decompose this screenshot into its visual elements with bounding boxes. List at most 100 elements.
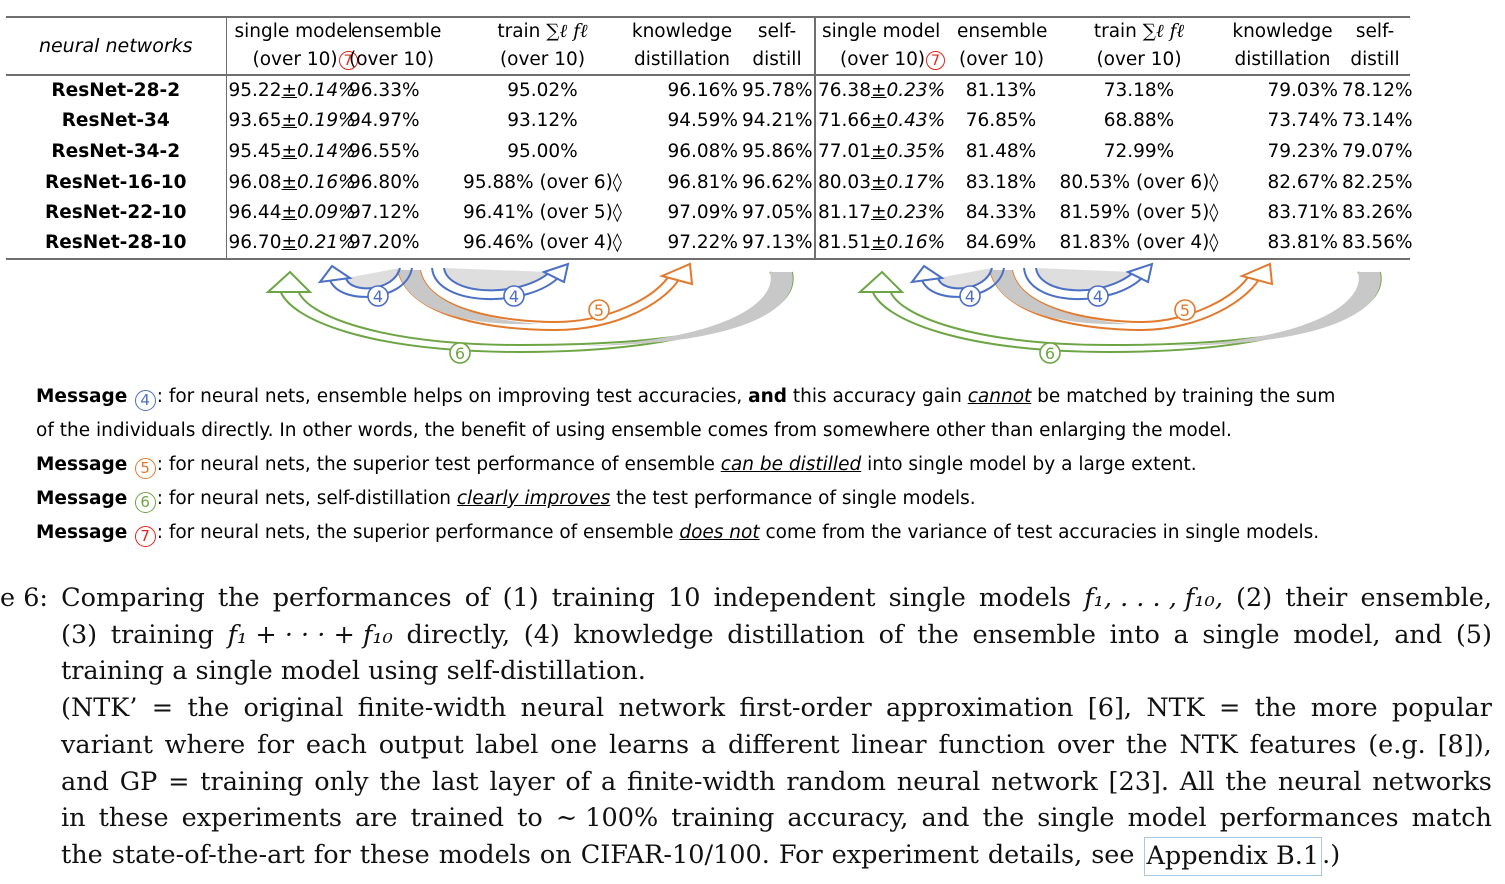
cell-single-model: 95.45±0.14% — [225, 136, 356, 167]
message-emphasis: clearly improves — [456, 488, 611, 509]
caption-word: details, — [987, 839, 1083, 870]
caption-line-1: e 6: Comparing the performances of (1) trainin… — [0, 580, 1492, 617]
caption-word: f₁ + · · · + f₁₀ — [227, 619, 393, 650]
header-kd-c100-l2: distillation — [1234, 49, 1331, 70]
header-single-l2: (over 10) — [252, 49, 338, 70]
plus-minus: ± — [870, 80, 887, 102]
caption-word: distillation — [727, 619, 865, 650]
model-name: ResNet-16-10 — [44, 171, 187, 193]
arrow-6-circle — [449, 342, 471, 364]
caption-word: the — [217, 583, 260, 613]
arrow-4b-head — [1125, 262, 1154, 284]
single-std: 0.16% — [886, 232, 946, 254]
header-ensemble-l1: ensemble — [351, 21, 442, 42]
cell-ensemble: 97.20% — [349, 232, 420, 254]
cell-knowledge-distillation: 96.08% — [667, 140, 738, 162]
header-sd-c100-l2: distill — [1350, 49, 1400, 70]
message-emphasis: cannot — [967, 386, 1032, 407]
single-std: 0.16% — [296, 171, 356, 193]
caption-word: more — [1310, 693, 1378, 724]
single-std: 0.23% — [886, 202, 946, 224]
single-std: 0.23% — [886, 80, 946, 102]
model-name: ResNet-34 — [61, 110, 170, 132]
message-text: come from the variance of test accuracie… — [759, 522, 1320, 543]
caption-word: network — [991, 766, 1098, 797]
plus-minus: ± — [870, 140, 887, 162]
caption-word: models — [978, 583, 1072, 613]
arrow-6-label: 6 — [1045, 344, 1055, 363]
message-text: : for neural nets, the superior test per… — [156, 454, 721, 475]
header-single-c100: single model (over 10) 7 — [814, 17, 949, 75]
cell-train-sum: 93.12% — [507, 110, 578, 132]
message-text: this accuracy gain — [787, 386, 968, 407]
caption-word: ∼ 100% — [555, 803, 659, 834]
caption-word: GP — [119, 766, 158, 797]
caption-word: the — [1254, 693, 1297, 724]
model-name: ResNet-22-10 — [44, 202, 187, 224]
cell-self-distill: 94.21% — [742, 110, 813, 132]
cell-self-distill: 83.26% — [1342, 202, 1413, 224]
arrow-5-shade — [398, 270, 540, 325]
table-row: ResNet-22-10 96.44±0.09% 97.12% 96.41% (ove… — [6, 197, 1413, 228]
caption-word: first-order — [739, 693, 872, 724]
message-strong: and — [748, 386, 788, 407]
header-kd-c10: knowledge distillation — [624, 17, 740, 75]
arrow-6-circle — [1039, 342, 1061, 364]
figure-caption: e 6: Comparing the performances of (1) trainin… — [0, 580, 1492, 876]
caption-word: for — [257, 729, 295, 760]
caption-word: experiment — [831, 839, 979, 870]
message-label: Message — [36, 454, 134, 475]
caption-word: original — [243, 693, 344, 724]
plus-minus: ± — [281, 232, 297, 254]
arrow-4a-inner — [345, 267, 401, 290]
caption-word: these — [359, 839, 430, 870]
cell-ensemble: 84.69% — [965, 232, 1037, 254]
table-row: ResNet-34 93.65±0.19% 94.97% 93.12% 94.59% 94… — [6, 105, 1413, 137]
caption-word: approximation — [885, 693, 1074, 724]
caption-word: = — [1219, 693, 1241, 724]
caption-word: neural — [896, 766, 981, 797]
cell-self-distill: 97.13% — [742, 232, 813, 254]
caption-word: neural — [1277, 766, 1362, 797]
caption-word: training — [110, 619, 214, 650]
caption-word: of — [565, 766, 591, 797]
caption-word: layer — [489, 766, 555, 797]
cell-ensemble: 76.85% — [965, 110, 1037, 132]
header-sd-c10: self- distill — [740, 17, 815, 75]
caption-word: the — [1225, 766, 1268, 797]
arrow-4b-outer — [431, 267, 561, 300]
header-ensemble-c10: ensemble (over 10) — [347, 17, 461, 75]
header-kd-l1: knowledge — [631, 21, 733, 42]
caption-text: training a single model using self-disti… — [61, 656, 646, 687]
caption-word: where — [164, 729, 246, 760]
single-mean: 81.51 — [818, 232, 871, 254]
caption-word: of — [464, 583, 490, 613]
message-text: : for neural nets, ensemble helps on imp… — [156, 386, 749, 407]
arrow-4b-label: 4 — [509, 287, 519, 306]
appendix-link[interactable]: Appendix B.1 — [1143, 836, 1323, 876]
caption-word: = — [151, 693, 174, 724]
arrow-6-label: 6 — [455, 344, 465, 363]
caption-word: single — [1202, 619, 1280, 650]
single-std: 0.21% — [296, 232, 356, 254]
plus-minus: ± — [281, 110, 297, 132]
caption-word: to — [517, 803, 543, 834]
cell-ensemble: 81.13% — [965, 80, 1037, 102]
caption-tail: .) — [1322, 839, 1341, 870]
header-train-math: ∑ℓ fℓ — [546, 21, 588, 42]
single-std: 0.19% — [296, 110, 356, 132]
cell-train-sum: 81.59% (over 5)◊ — [1059, 202, 1219, 224]
caption-word: performances — [1219, 803, 1399, 834]
plus-minus: ± — [281, 140, 297, 162]
caption-word: Comparing — [61, 583, 205, 613]
caption-word: (3) — [61, 619, 98, 650]
header-sd-c100: self- distill — [1340, 17, 1410, 75]
caption-word: finite-width — [357, 693, 507, 724]
caption-word: network — [618, 693, 726, 724]
caption-word: on — [539, 839, 572, 870]
cell-self-distill: 96.62% — [742, 171, 813, 193]
header-single-c100-l1: single model — [822, 21, 941, 42]
arrow-group-c10: 6 5 4 4 — [265, 262, 794, 364]
cell-knowledge-distillation: 79.23% — [1267, 140, 1338, 162]
single-mean: 77.01 — [818, 140, 871, 162]
